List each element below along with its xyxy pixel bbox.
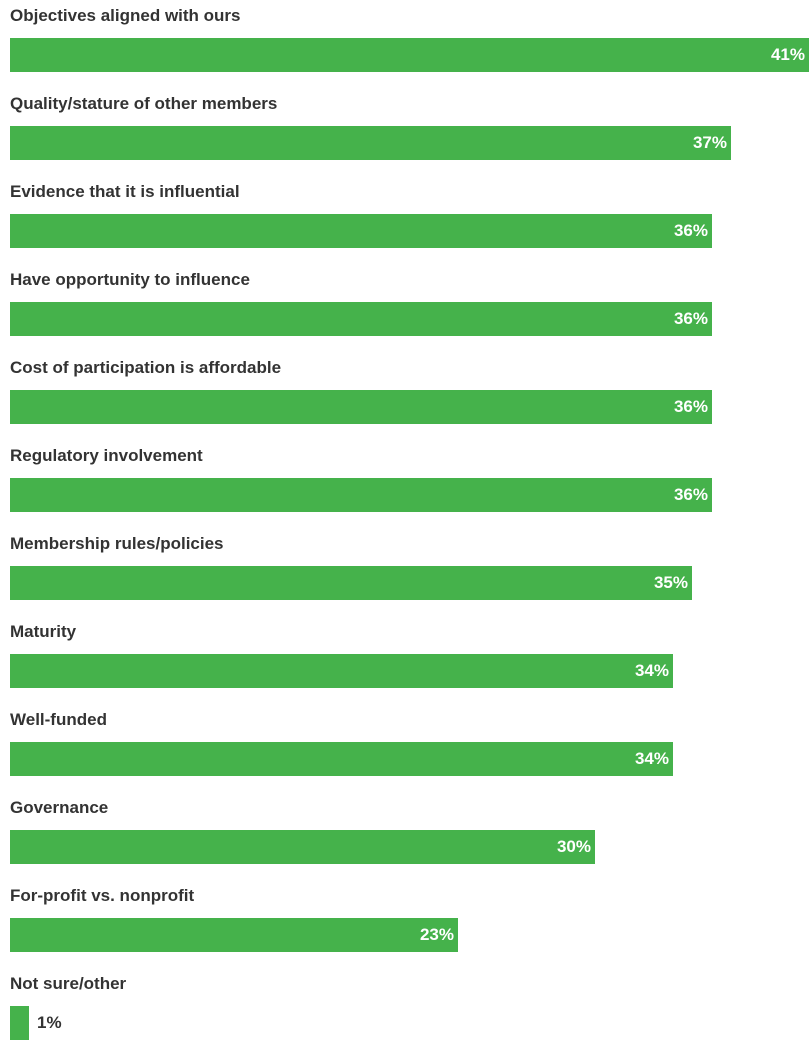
bar (10, 390, 712, 424)
bar-row: For-profit vs. nonprofit 23% (10, 880, 809, 968)
bar-row: Have opportunity to influence 36% (10, 264, 809, 352)
bar (10, 38, 809, 72)
value-label: 30% (556, 837, 591, 856)
value-label: 1% (37, 1013, 62, 1032)
category-label: For-profit vs. nonprofit (10, 886, 195, 905)
value-label: 41% (770, 45, 805, 64)
category-label: Cost of participation is affordable (10, 358, 282, 377)
value-label: 37% (692, 133, 727, 152)
value-label: 36% (673, 397, 708, 416)
bar (10, 742, 673, 776)
bar (10, 126, 731, 160)
value-label: 36% (673, 221, 708, 240)
category-label: Not sure/other (10, 974, 127, 993)
bar-row: Quality/stature of other members 37% (10, 88, 809, 176)
bar-row: Membership rules/policies 35% (10, 528, 809, 616)
bar (10, 1006, 29, 1040)
category-label: Maturity (10, 622, 77, 641)
bar-row: Well-funded 34% (10, 704, 809, 792)
bar (10, 566, 692, 600)
bar-row: Evidence that it is influential 36% (10, 176, 809, 264)
value-label: 35% (653, 573, 688, 592)
category-label: Quality/stature of other members (10, 94, 278, 113)
bar-row: Maturity 34% (10, 616, 809, 704)
bar-row: Governance 30% (10, 792, 809, 880)
bar (10, 302, 712, 336)
value-label: 23% (419, 925, 454, 944)
bar (10, 918, 458, 952)
value-label: 34% (634, 661, 669, 680)
category-label: Governance (10, 798, 109, 817)
value-label: 36% (673, 309, 708, 328)
bar-row: Cost of participation is affordable 36% (10, 352, 809, 440)
category-label: Well-funded (10, 710, 107, 729)
bar (10, 830, 595, 864)
bar-row: Regulatory involvement 36% (10, 440, 809, 528)
category-label: Evidence that it is influential (10, 182, 240, 201)
bar-row: Not sure/other 1% (10, 968, 809, 1056)
category-label: Have opportunity to influence (10, 270, 250, 289)
category-label: Objectives aligned with ours (10, 6, 241, 25)
value-label: 36% (673, 485, 708, 504)
category-label: Membership rules/policies (10, 534, 224, 553)
value-label: 34% (634, 749, 669, 768)
category-label: Regulatory involvement (10, 446, 203, 465)
bar-row: Objectives aligned with ours 41% (10, 0, 809, 88)
bar (10, 654, 673, 688)
bar (10, 214, 712, 248)
bar (10, 478, 712, 512)
